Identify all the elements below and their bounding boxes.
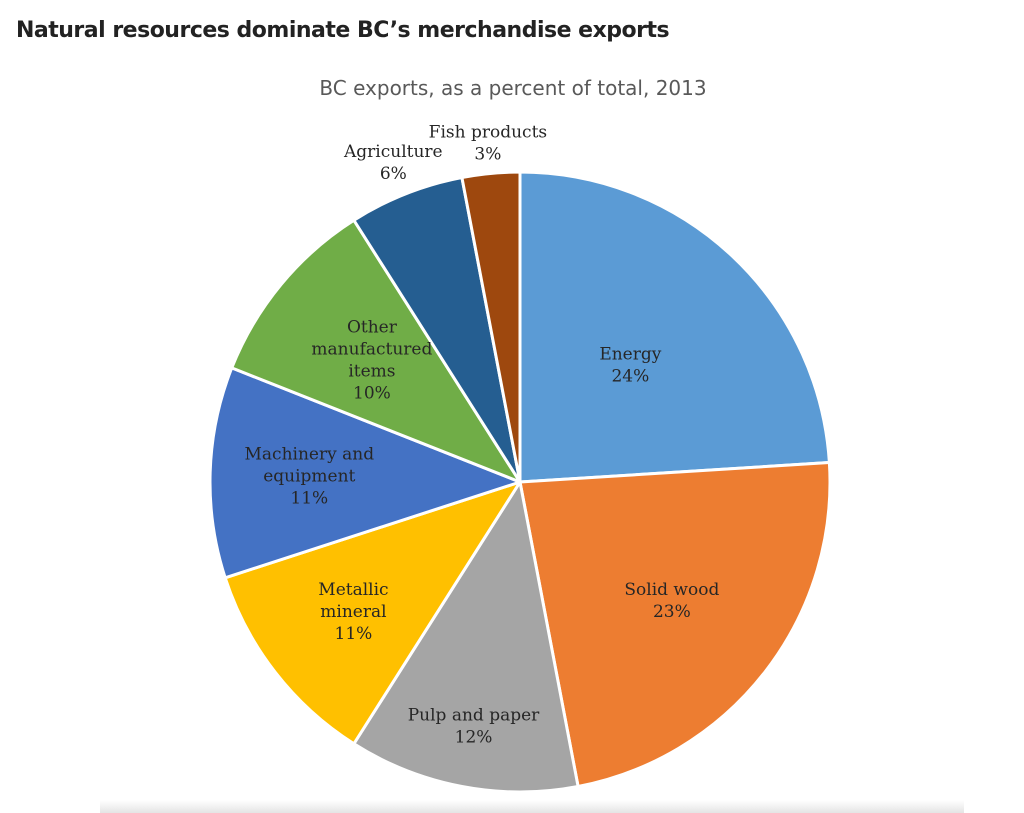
pie-slices [208,170,832,794]
slice-value-label: 11% [335,624,373,644]
slice-category-label: Pulp and paper [408,706,540,726]
chart-title: BC exports, as a percent of total, 2013 [319,76,706,100]
slice-value-label: 12% [455,728,493,748]
slice-category-label: Machinery and [245,444,375,464]
slice-category-label: items [348,361,395,381]
pie-slice-pulp-and-paper [352,480,580,794]
headline: Natural resources dominate BC’s merchand… [16,18,670,43]
slice-value-label: 23% [653,602,691,622]
pie-slice-other-manufactured-items [230,218,522,484]
slice-category-label: Energy [599,344,661,364]
slice-category-label: equipment [263,466,355,486]
slice-value-label: 10% [353,383,391,403]
bottom-shadow [100,800,964,813]
slice-category-label: Solid wood [624,580,719,600]
slice-value-label: 6% [380,164,407,184]
pie-slice-solid-wood [518,461,832,789]
slice-category-label: manufactured [311,339,432,359]
pie-slice-metallic-mineral [223,480,522,746]
slice-category-label: mineral [320,602,386,622]
slice-category-label: Metallic [318,580,388,600]
slice-category-label: Agriculture [343,142,443,162]
slice-value-label: 11% [290,488,328,508]
pie-slice-machinery-and-equipment [208,366,522,580]
slice-category-label: Other [347,317,398,337]
slice-category-label: Fish products [429,123,547,143]
pie-slice-energy [518,170,831,484]
slice-value-label: 3% [474,145,501,165]
slice-value-label: 24% [611,366,649,386]
pie-slice-fish-products [460,170,522,484]
